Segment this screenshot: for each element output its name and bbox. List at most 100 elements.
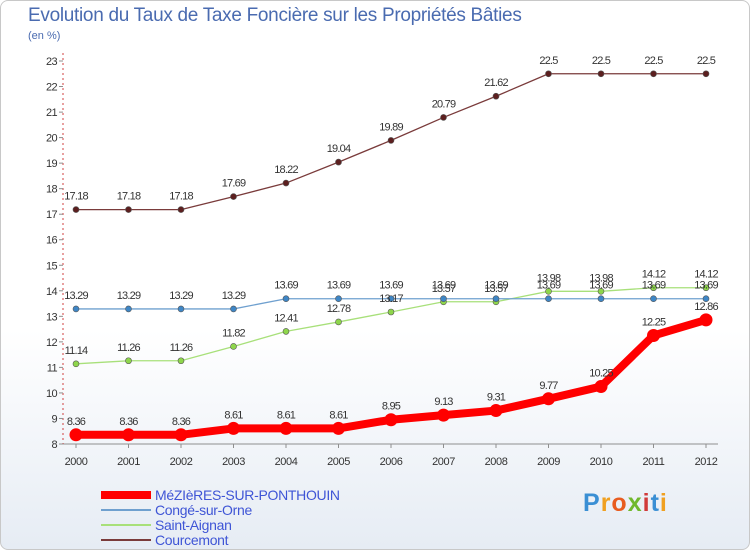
x-tick-label: 2001	[117, 456, 140, 468]
data-point	[72, 360, 80, 368]
data-label: 8.36	[67, 416, 86, 428]
data-point	[72, 206, 80, 213]
data-point	[489, 404, 503, 418]
data-label: 13.69	[274, 280, 298, 292]
x-tick-label: 2010	[590, 456, 613, 468]
data-point	[542, 392, 555, 406]
legend-item: Courcemont	[101, 531, 340, 548]
y-tick-label: 8	[51, 439, 57, 451]
data-label: 13.29	[64, 290, 88, 302]
data-label: 11.82	[222, 327, 245, 339]
data-label: 12.25	[642, 316, 666, 328]
data-label: 9.77	[539, 380, 558, 392]
proxiti-logo: Proxiti	[583, 489, 668, 518]
logo-letter: t	[650, 489, 660, 517]
data-label: 13.69	[537, 280, 561, 292]
logo-letter: i	[659, 489, 668, 517]
chart-title: Evolution du Taux de Taxe Foncière sur l…	[28, 5, 522, 26]
data-label: 22.5	[539, 55, 558, 67]
legend-label: MéZIèRES-SUR-PONTHOUIN	[155, 486, 340, 503]
data-point	[597, 295, 605, 303]
data-point	[125, 305, 132, 313]
data-label: 8.61	[277, 409, 296, 421]
legend-label: Courcemont	[155, 531, 229, 548]
data-point	[279, 421, 293, 435]
logo-letter: r	[600, 489, 612, 517]
data-label: 17.69	[222, 178, 246, 190]
data-point	[492, 92, 500, 100]
data-point	[230, 343, 237, 350]
data-point	[440, 114, 447, 121]
data-point	[177, 357, 185, 365]
x-tick-label: 2006	[380, 456, 403, 468]
data-label: 11.26	[117, 342, 140, 354]
y-tick-label: 16	[46, 235, 58, 247]
y-tick-label: 11	[47, 362, 58, 374]
data-label: 8.36	[119, 416, 138, 428]
data-label: 22.5	[592, 55, 611, 67]
data-point	[545, 70, 552, 78]
data-label: 8.61	[224, 409, 243, 421]
data-label: 13.69	[379, 280, 403, 292]
data-label: 13.29	[117, 290, 141, 302]
y-tick-label: 17	[46, 209, 58, 221]
y-tick-label: 23	[46, 56, 58, 68]
x-tick-label: 2005	[327, 456, 350, 468]
legend-swatch	[101, 523, 151, 526]
data-label: 19.04	[327, 143, 351, 155]
data-label: 13.69	[327, 280, 351, 292]
data-point	[545, 288, 552, 295]
x-tick-label: 2007	[432, 456, 455, 468]
data-point	[174, 428, 188, 442]
y-tick-label: 21	[46, 107, 58, 119]
y-tick-label: 14	[46, 286, 58, 298]
data-label: 19.89	[379, 121, 403, 133]
data-point	[594, 380, 608, 394]
data-point	[650, 70, 657, 78]
logo-letter: i	[642, 489, 651, 517]
x-tick-label: 2012	[695, 456, 718, 468]
data-point	[335, 295, 342, 303]
data-label: 17.18	[64, 191, 88, 203]
y-tick-label: 12	[46, 337, 58, 349]
y-tick-label: 10	[46, 388, 58, 400]
legend-swatch	[101, 538, 151, 541]
x-tick-label: 2002	[170, 456, 193, 468]
data-label: 20.79	[432, 98, 456, 110]
data-label: 22.5	[644, 55, 663, 67]
logo-letter: o	[611, 489, 628, 517]
data-label: 18.22	[274, 164, 298, 176]
data-point	[177, 206, 185, 213]
logo-letter: x	[627, 489, 643, 517]
legend-swatch	[101, 508, 151, 511]
x-tick-label: 2003	[222, 456, 245, 468]
legend: MéZIèRES-SUR-PONTHOUIN Congé-sur-Orne Sain…	[101, 486, 340, 548]
data-point	[702, 284, 710, 292]
data-label: 17.18	[169, 191, 193, 203]
data-point	[440, 295, 447, 303]
data-label: 13.69	[484, 280, 508, 292]
data-point	[702, 70, 710, 78]
data-label: 13.98	[537, 272, 561, 284]
data-label: 8.95	[382, 401, 401, 413]
data-label: 13.17	[379, 293, 403, 305]
x-tick-label: 2011	[642, 456, 664, 468]
data-point	[650, 284, 657, 292]
data-point	[647, 328, 660, 342]
data-point	[387, 295, 395, 303]
data-point	[650, 295, 657, 303]
data-point	[492, 295, 500, 303]
data-point	[125, 206, 132, 213]
data-label: 13.57	[484, 283, 508, 295]
y-tick-label: 15	[46, 260, 58, 272]
data-label: 13.98	[589, 272, 613, 284]
x-tick-label: 2000	[65, 456, 88, 468]
x-tick-label: 2004	[275, 456, 298, 468]
data-point	[69, 428, 83, 442]
data-point	[177, 305, 185, 313]
data-point	[702, 295, 710, 303]
logo-letter: P	[583, 489, 601, 517]
data-point	[125, 357, 132, 365]
